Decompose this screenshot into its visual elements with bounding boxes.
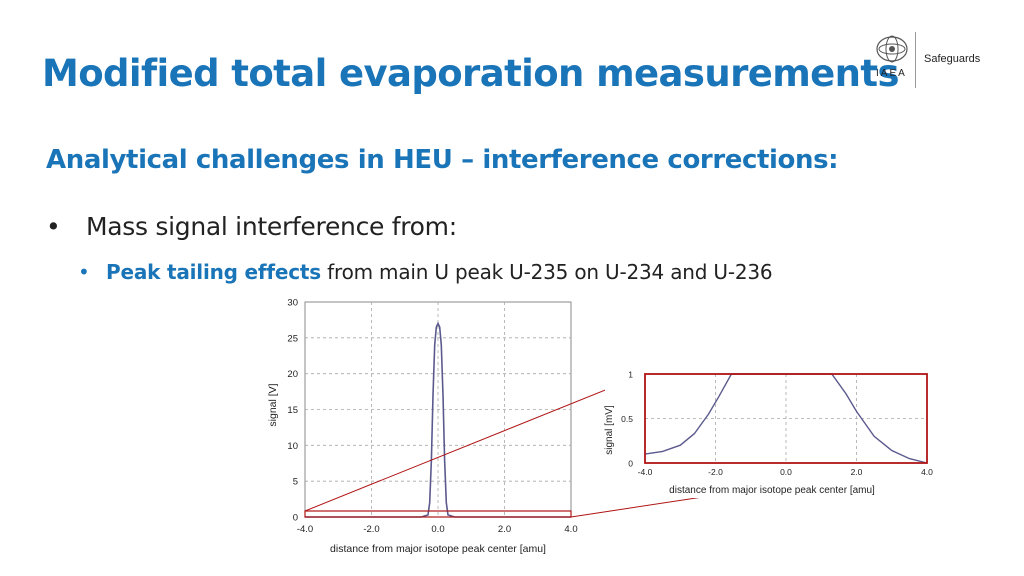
inset-chart-frame — [644, 373, 928, 464]
main-chart-x-ticks: -4.0 -2.0 0.0 2.0 4.0 — [297, 524, 578, 535]
zoom-region-box — [304, 510, 572, 518]
main-chart-x-label: distance from major isotope peak center … — [330, 543, 546, 555]
zoom-connector-top — [304, 373, 646, 512]
sub-bullet-text: from main U peak U-235 on U-234 and U-23… — [320, 260, 773, 284]
x-tick-label: 2.0 — [498, 524, 511, 535]
x-tick-label: -4.0 — [638, 467, 653, 477]
bullet-dot-icon: • — [46, 212, 61, 241]
y-tick-label: 15 — [287, 405, 298, 416]
y-tick-label: 1 — [628, 370, 633, 380]
inset-chart-x-ticks: -4.0 -2.0 0.0 2.0 4.0 — [638, 467, 934, 477]
logo-divider — [915, 32, 916, 88]
x-tick-label: -4.0 — [297, 524, 313, 535]
section-subtitle: Analytical challenges in HEU – interfere… — [46, 145, 839, 175]
x-tick-label: -2.0 — [363, 524, 379, 535]
page-title: Modified total evaporation measurements — [42, 52, 900, 95]
bullet-item: • Mass signal interference from: — [46, 212, 457, 241]
x-tick-label: 4.0 — [921, 467, 933, 477]
logo-text: IAEA — [876, 68, 907, 79]
inset-chart-x-label: distance from major isotope peak center … — [669, 485, 875, 496]
y-tick-label: 0 — [293, 513, 298, 524]
iaea-emblem-icon — [876, 35, 908, 63]
x-tick-label: 2.0 — [851, 467, 863, 477]
main-chart-y-label: signal [V] — [267, 383, 279, 426]
sub-bullet-highlight: Peak tailing effects — [106, 260, 321, 284]
y-tick-label: 5 — [293, 477, 298, 488]
x-tick-label: -2.0 — [708, 467, 723, 477]
x-tick-label: 0.0 — [780, 467, 792, 477]
y-tick-label: 0 — [628, 459, 633, 469]
inset-chart: 00.51 -4.0 -2.0 0.0 2.0 4.0 signal [mV] dist… — [604, 366, 935, 498]
y-tick-label: 30 — [287, 298, 298, 309]
x-tick-label: 0.0 — [431, 524, 444, 535]
y-tick-label: 20 — [287, 369, 298, 380]
iaea-logo: IAEA Safeguards — [868, 30, 1018, 90]
bullet-text: Mass signal interference from: — [86, 212, 457, 241]
sub-bullet-dot-icon: • — [78, 260, 90, 284]
main-chart: 0 5 10 15 20 25 30 -4.0 -2.0 0.0 2.0 4.0 signal [V… — [267, 298, 578, 556]
y-tick-label: 25 — [287, 333, 298, 344]
main-chart-grid — [305, 302, 571, 517]
main-chart-series-line — [305, 321, 571, 518]
y-tick-label: 10 — [287, 441, 298, 452]
inset-chart-grid — [645, 374, 927, 463]
main-chart-y-ticks: 0 5 10 15 20 25 30 — [287, 298, 298, 524]
sub-bullet-item: • Peak tailing effects from main U peak U… — [78, 260, 773, 284]
inset-chart-y-ticks: 00.51 — [621, 370, 633, 469]
y-tick-label: 0.5 — [621, 414, 633, 424]
inset-chart-y-label: signal [mV] — [604, 405, 615, 455]
x-tick-label: 4.0 — [564, 524, 577, 535]
logo-subtitle: Safeguards — [924, 53, 981, 65]
